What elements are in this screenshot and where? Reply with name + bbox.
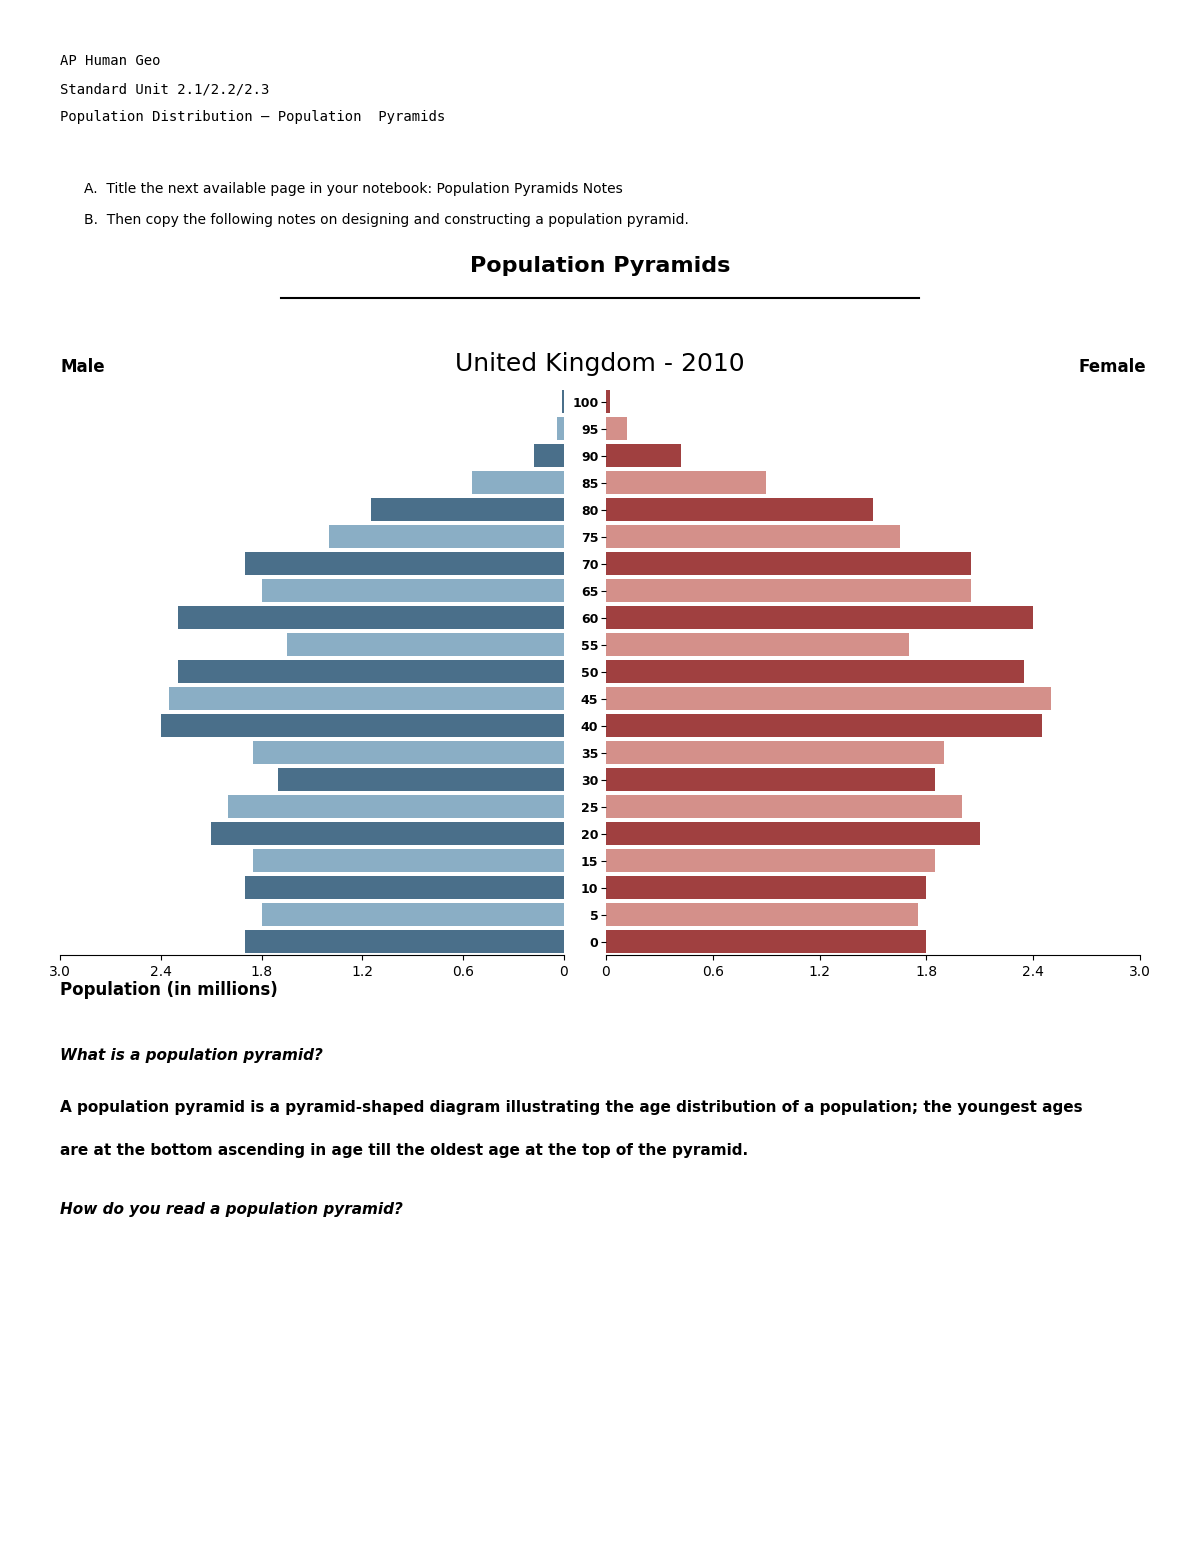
Text: A.  Title the next available page in your notebook: Population Pyramids Notes: A. Title the next available page in your… <box>84 182 623 196</box>
Bar <box>606 634 908 657</box>
Text: Population Pyramids: Population Pyramids <box>470 256 730 276</box>
Bar <box>278 769 564 790</box>
Bar <box>169 686 564 710</box>
Bar <box>606 876 926 899</box>
Bar <box>606 471 767 494</box>
Bar <box>606 499 874 522</box>
Bar <box>211 822 564 845</box>
Bar <box>557 418 564 439</box>
Bar <box>178 660 564 683</box>
Bar <box>228 795 564 818</box>
Bar <box>606 769 935 790</box>
Text: 2: 2 <box>67 1480 86 1508</box>
Bar <box>606 822 979 845</box>
Bar <box>262 904 564 926</box>
Text: Male: Male <box>60 357 104 376</box>
Text: How do you read a population pyramid?: How do you read a population pyramid? <box>60 1202 403 1218</box>
Bar <box>606 418 628 439</box>
Text: What is a population pyramid?: What is a population pyramid? <box>60 1048 323 1064</box>
Bar <box>245 553 564 575</box>
Bar <box>262 579 564 603</box>
Text: United Kingdom - 2010: United Kingdom - 2010 <box>455 353 745 376</box>
Text: Standard Unit 2.1/2.2/2.3: Standard Unit 2.1/2.2/2.3 <box>60 82 269 96</box>
Bar <box>253 849 564 873</box>
Bar <box>472 471 564 494</box>
Text: Population (in millions): Population (in millions) <box>60 981 277 1000</box>
Bar <box>606 795 962 818</box>
Bar <box>606 660 1025 683</box>
Text: Female: Female <box>1079 357 1146 376</box>
Text: 1: 1 <box>559 1480 578 1508</box>
Text: B.  Then copy the following notes on designing and constructing a population pyr: B. Then copy the following notes on desi… <box>84 213 689 227</box>
Bar <box>287 634 564 657</box>
Bar <box>563 390 564 413</box>
Bar <box>253 741 564 764</box>
Bar <box>606 444 680 467</box>
Text: A population pyramid is a pyramid-shaped diagram illustrating the age distributi: A population pyramid is a pyramid-shaped… <box>60 1100 1082 1115</box>
Text: Population Distribution – Population  Pyramids: Population Distribution – Population Pyr… <box>60 110 445 124</box>
Bar <box>606 741 944 764</box>
Bar <box>606 686 1051 710</box>
Bar <box>245 930 564 954</box>
Bar <box>606 849 935 873</box>
Bar <box>606 390 610 413</box>
Bar <box>606 714 1042 738</box>
Bar <box>245 876 564 899</box>
Bar <box>606 525 900 548</box>
Bar <box>606 553 971 575</box>
Text: 2: 2 <box>1075 1480 1094 1508</box>
Bar <box>606 579 971 603</box>
Bar <box>606 606 1033 629</box>
Bar <box>329 525 564 548</box>
Bar <box>178 606 564 629</box>
Bar <box>606 904 918 926</box>
Text: are at the bottom ascending in age till the oldest age at the top of the pyramid: are at the bottom ascending in age till … <box>60 1143 748 1159</box>
Bar <box>606 930 926 954</box>
Text: AP Human Geo: AP Human Geo <box>60 54 161 68</box>
Bar <box>161 714 564 738</box>
Bar <box>371 499 564 522</box>
Bar <box>534 444 564 467</box>
